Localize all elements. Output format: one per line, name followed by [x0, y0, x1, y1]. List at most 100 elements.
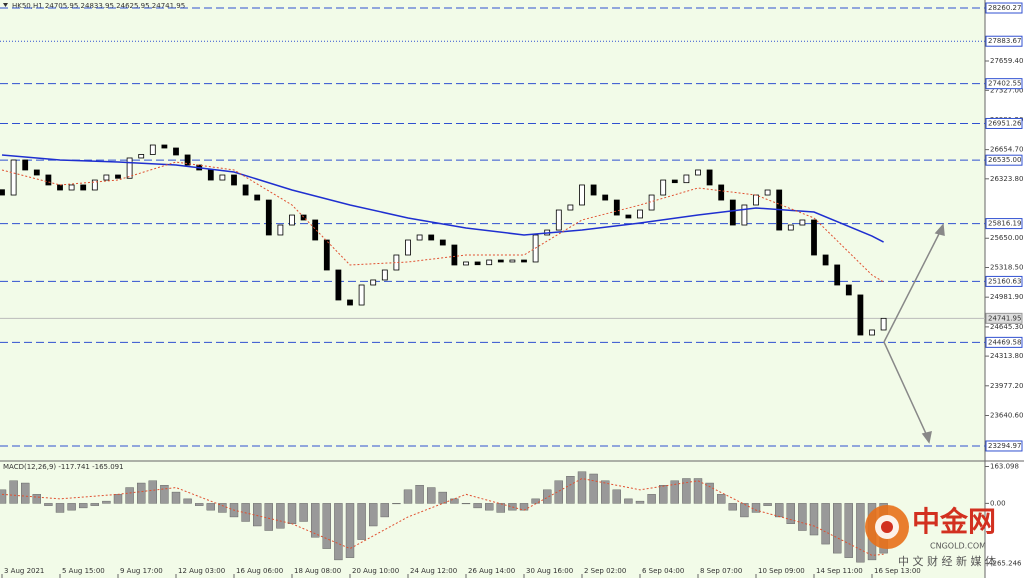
arrow-down: [883, 341, 929, 439]
candle: [300, 214, 307, 221]
x-tick-label: 5 Aug 15:00: [62, 567, 105, 575]
candle: [405, 239, 411, 256]
candle: [254, 194, 261, 201]
macd-bar: [78, 503, 88, 509]
macd-bar: [102, 500, 111, 504]
candle: [219, 174, 226, 181]
macd-bar: [171, 491, 181, 504]
chart-header: HK50,H1 24705.95 24833.95 24625.95 24741…: [12, 2, 185, 10]
candle: [358, 284, 365, 306]
candle: [637, 209, 643, 219]
candle: [91, 179, 98, 191]
macd-bar: [322, 503, 331, 549]
x-tick-label: 6 Sep 04:00: [642, 567, 684, 575]
x-tick-label: 10 Sep 09:00: [758, 567, 805, 575]
macd-bar: [612, 489, 621, 504]
level-label: 27883.67: [988, 37, 1021, 45]
candle: [671, 179, 678, 184]
macd-bar: [821, 503, 830, 545]
x-tick-label: 24 Aug 12:00: [410, 567, 457, 575]
candle: [683, 174, 690, 184]
candle: [10, 159, 17, 196]
macd-bar: [833, 503, 842, 554]
candle: [45, 174, 52, 186]
candle: [231, 174, 237, 186]
level-label-box: [985, 336, 1023, 348]
candle: [811, 219, 817, 256]
y-tick-label: 163.098: [990, 463, 1019, 471]
candle: [242, 184, 249, 196]
y-tick-label: 0.00: [990, 499, 1006, 507]
candle: [474, 261, 481, 266]
macd-bar: [415, 485, 424, 504]
candle: [625, 214, 632, 219]
arrow-up: [883, 227, 943, 343]
level-label-box: [985, 275, 1023, 287]
level-label-box: [985, 35, 1023, 47]
y-tick-label: 25318.50: [990, 263, 1023, 271]
candle: [834, 264, 841, 286]
x-tick-label: 14 Sep 11:00: [816, 567, 863, 575]
macd-bar: [809, 503, 819, 536]
candle: [857, 294, 864, 336]
candle: [845, 284, 852, 296]
x-tick-label: 8 Sep 07:00: [700, 567, 742, 575]
macd-bar: [693, 478, 703, 504]
level-label-box: [985, 2, 1023, 14]
x-tick-label: 16 Aug 06:00: [236, 567, 283, 575]
macd-bar: [369, 503, 378, 527]
candle: [347, 299, 353, 306]
macd-bar: [392, 503, 401, 505]
candle: [381, 269, 388, 281]
candle: [277, 224, 284, 236]
macd-bar: [717, 494, 726, 504]
candle: [439, 239, 446, 246]
macd-bar: [740, 503, 749, 518]
candle: [764, 189, 771, 196]
macd-bar: [763, 503, 772, 506]
macd-bar: [9, 480, 18, 504]
logo-dot: [881, 521, 893, 533]
candle: [149, 144, 156, 155]
y-tick-label: 27327.00: [990, 86, 1023, 94]
y-tick-label: 25650.00: [990, 234, 1023, 242]
macd-bar: [844, 503, 853, 558]
macd-bar: [218, 503, 227, 513]
candle: [335, 269, 342, 301]
candle: [567, 204, 574, 211]
candle: [521, 259, 527, 263]
x-tick-label: 9 Aug 17:00: [120, 567, 163, 575]
candle: [115, 174, 121, 179]
macd-bar: [311, 503, 320, 538]
macd-bar: [856, 503, 865, 563]
macd-bar: [194, 503, 204, 506]
macd-bar: [264, 503, 273, 531]
macd-title: MACD(12,26,9) -117.741 -165.091: [3, 463, 124, 471]
candle: [706, 169, 713, 186]
macd-bar: [751, 503, 761, 513]
candle: [753, 194, 759, 206]
macd-bar: [403, 489, 413, 504]
level-label-box: [985, 78, 1023, 90]
macd-bar: [682, 478, 691, 504]
candle: [741, 204, 748, 226]
macd-bar: [461, 503, 471, 505]
candle: [416, 234, 423, 241]
candle: [33, 169, 40, 176]
current-price-label: 24741.95: [988, 314, 1021, 322]
macd-bar: [577, 471, 587, 504]
macd-bar: [485, 503, 494, 511]
candle: [103, 174, 110, 181]
macd-bar: [21, 482, 30, 504]
macd-bar: [0, 489, 7, 504]
watermark-site: CNGOLD.COM: [930, 542, 986, 551]
candle: [428, 234, 435, 241]
candle: [184, 154, 191, 166]
macd-bar: [438, 491, 447, 504]
candle: [68, 184, 75, 191]
candle: [138, 154, 145, 159]
level-label: 26535.00: [988, 156, 1021, 164]
x-tick-label: 26 Aug 14:00: [468, 567, 515, 575]
candle: [880, 317, 887, 331]
macd-bar: [473, 503, 482, 509]
